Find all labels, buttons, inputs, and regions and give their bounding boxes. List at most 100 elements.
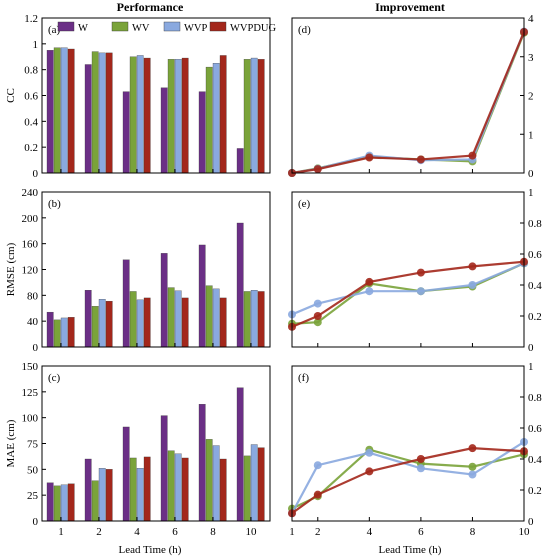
bar-w-1 [46, 50, 54, 174]
y-tick-label: 2 [528, 91, 534, 103]
y-axis-label: RMSE (cm) [5, 242, 17, 296]
legend-swatch-wv [111, 21, 129, 32]
legend-swatch-w [57, 21, 75, 32]
bar-wv-1 [53, 47, 61, 174]
bar-wvpdug-8 [219, 297, 227, 348]
bar-w-10 [236, 387, 244, 522]
y-tick-label: 0.8 [528, 392, 542, 404]
bar-w-6 [160, 87, 168, 174]
right-xlabel: Lead Time (h) [379, 544, 442, 556]
point-wvpdug-6 [416, 155, 425, 164]
y-tick-label: 50 [27, 464, 39, 476]
y-tick-label: 0.2 [528, 311, 542, 323]
x-tick-label: 10 [246, 526, 258, 538]
y-tick-label: 240 [22, 187, 39, 199]
y-tick-label: 200 [22, 213, 39, 225]
y-tick-label: 120 [22, 265, 39, 277]
y-axis-label: MAE (cm) [5, 419, 17, 467]
point-wvp-6 [416, 464, 425, 473]
x-tick-label: 2 [96, 526, 102, 538]
bar-w-8 [198, 244, 206, 348]
line-wvpdug [291, 260, 525, 328]
legend-label-wvpdug: WVPDUG [230, 23, 276, 34]
x-tick-label: 1 [58, 526, 64, 538]
bar-wv-6 [167, 59, 175, 174]
x-tick-label: 2 [315, 526, 321, 538]
point-wvp-2 [313, 299, 322, 308]
point-wvpdug-6 [416, 268, 425, 277]
bar-wv-8 [205, 439, 213, 522]
bar-wvp-10 [250, 57, 258, 174]
x-tick-label: 4 [134, 526, 140, 538]
point-wvpdug-4 [365, 467, 374, 476]
line-wv [291, 448, 525, 510]
bar-wvpdug-2 [105, 469, 113, 522]
bar-w-1 [46, 311, 54, 348]
point-wvpdug-4 [365, 153, 374, 162]
y-tick-label: 40 [27, 316, 39, 328]
bar-wvp-8 [212, 445, 220, 522]
left-xlabel: Lead Time (h) [119, 544, 182, 556]
axes-frame [41, 365, 271, 522]
axes-frame [41, 191, 271, 348]
bar-w-4 [122, 259, 130, 348]
x-tick-label: 6 [172, 526, 178, 538]
bar-wvp-8 [212, 288, 220, 348]
y-tick-label: 0.6 [24, 91, 38, 103]
bar-wv-2 [91, 306, 99, 348]
y-tick-label: 100 [22, 413, 39, 425]
legend-swatch-wvpdug [209, 21, 227, 32]
panel-label: (d) [298, 24, 311, 36]
bar-wvp-1 [60, 47, 68, 174]
bar-w-8 [198, 404, 206, 522]
point-wvpdug-2 [313, 165, 322, 174]
bar-wvpdug-10 [257, 447, 265, 522]
x-tick-label: 1 [289, 526, 295, 538]
panel-d: 0 1 2 3 4 (d) [288, 13, 534, 180]
panel-b: 0 40 80 120 160 200 240 RMSE (cm) (b) [5, 187, 271, 354]
y-tick-label: 75 [27, 439, 39, 451]
panel-e: 0 0.2 0.4 0.6 0.8 1 (e) [288, 187, 542, 354]
bar-wvpdug-1 [67, 48, 75, 174]
bar-wv-10 [243, 291, 251, 348]
y-tick-label: 0.2 [528, 485, 542, 497]
panel-label: (b) [48, 198, 61, 210]
line-wvpdug [291, 31, 526, 175]
bar-w-6 [160, 415, 168, 522]
bar-wvpdug-10 [257, 59, 265, 174]
y-tick-label: 0.4 [528, 280, 542, 292]
bar-wv-10 [243, 59, 251, 174]
bar-wvp-1 [60, 484, 68, 522]
y-tick-label: 4 [528, 13, 534, 25]
bar-wvpdug-6 [181, 57, 189, 174]
bar-w-4 [122, 426, 130, 522]
y-tick-label: 150 [22, 361, 39, 373]
point-wvp-4 [365, 287, 374, 296]
bar-wv-6 [167, 287, 175, 348]
axes-frame [291, 191, 525, 348]
bar-wvp-10 [250, 290, 258, 348]
point-wvp-8 [468, 281, 477, 289]
y-tick-label: 0.8 [24, 65, 38, 77]
line-wvpdug [291, 447, 525, 515]
panel-label: (e) [298, 198, 311, 210]
panel-c: 0 25 50 75 100 125 150 1 2 4 6 8 10 MAE (cm) (c) [5, 361, 271, 538]
legend-swatch-wvp [163, 21, 181, 32]
y-tick-label: 0 [528, 516, 534, 528]
bar-w-10 [236, 148, 244, 174]
bar-wvpdug-1 [67, 317, 75, 348]
x-tick-label: 8 [470, 526, 476, 538]
y-tick-label: 1.2 [24, 13, 38, 25]
bar-wvp-4 [136, 299, 144, 348]
bar-w-1 [46, 482, 54, 522]
bar-wv-4 [129, 457, 137, 522]
bar-wvpdug-2 [105, 52, 113, 174]
bar-wvp-2 [98, 52, 106, 174]
point-wvpdug-8 [468, 444, 477, 453]
bar-w-2 [84, 290, 92, 348]
bar-wv-4 [129, 291, 137, 348]
y-tick-label: 0 [528, 168, 534, 180]
bar-wvpdug-4 [143, 456, 151, 522]
bar-wvp-6 [174, 59, 182, 174]
point-wvp-4 [365, 448, 374, 457]
